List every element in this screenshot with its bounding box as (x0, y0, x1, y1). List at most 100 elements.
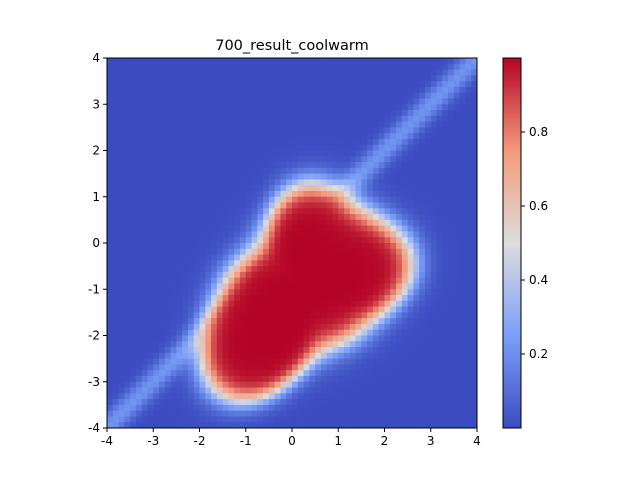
heatmap-cell (361, 410, 368, 417)
heatmap-cell (303, 185, 310, 192)
heatmap-cell (211, 69, 218, 76)
heatmap-cell (332, 81, 339, 88)
heatmap-cell (419, 416, 426, 423)
heatmap-cell (159, 352, 166, 360)
heatmap-cell (442, 173, 449, 180)
heatmap-cell (286, 271, 293, 279)
heatmap-cell (257, 364, 264, 371)
heatmap-cell (263, 404, 270, 412)
heatmap-cell (384, 260, 391, 267)
heatmap-cell (153, 214, 160, 221)
heatmap-cell (176, 63, 183, 71)
heatmap-cell (159, 271, 166, 279)
heatmap-cell (222, 358, 229, 365)
heatmap-cell (107, 219, 114, 227)
heatmap-cell (372, 173, 380, 180)
heatmap-cell (274, 318, 281, 325)
heatmap-cell (401, 260, 409, 267)
heatmap-cell (216, 110, 224, 117)
heatmap-cell (390, 185, 397, 192)
heatmap-cell (442, 196, 449, 204)
heatmap-cell (292, 92, 299, 99)
heatmap-cell (367, 98, 374, 105)
heatmap-cell (332, 179, 339, 186)
heatmap-cell (164, 225, 172, 232)
heatmap-cell (159, 75, 166, 82)
heatmap-cell (309, 323, 316, 331)
heatmap-cell (182, 306, 189, 313)
heatmap-cell (453, 98, 461, 105)
heatmap-cell (430, 75, 438, 82)
heatmap-cell (407, 231, 414, 238)
heatmap-cell (390, 243, 397, 250)
heatmap-cell (124, 277, 131, 284)
heatmap-cell (326, 341, 333, 348)
heatmap-cell (274, 277, 281, 284)
heatmap-cell (419, 364, 426, 371)
heatmap-cell (419, 271, 426, 279)
heatmap-cell (390, 300, 397, 308)
heatmap-cell (234, 306, 241, 313)
heatmap-cell (459, 208, 466, 215)
heatmap-cell (436, 277, 443, 284)
heatmap-cell (309, 231, 316, 238)
heatmap-cell (263, 196, 270, 204)
heatmap-cell (372, 381, 380, 389)
heatmap-cell (315, 271, 322, 279)
heatmap-cell (424, 214, 432, 221)
heatmap-cell (147, 150, 154, 157)
heatmap-cell (170, 329, 177, 336)
heatmap-cell (263, 208, 270, 215)
heatmap-cell (349, 110, 357, 117)
heatmap-cell (159, 329, 166, 336)
heatmap-cell (193, 370, 200, 377)
heatmap-cell (141, 127, 148, 134)
heatmap-cell (274, 208, 281, 215)
heatmap-cell (459, 243, 466, 250)
heatmap-cell (147, 277, 154, 284)
heatmap-cell (390, 115, 397, 123)
heatmap-cell (459, 63, 466, 71)
heatmap-cell (459, 219, 466, 227)
heatmap-cell (228, 352, 235, 360)
heatmap-cell (222, 115, 229, 123)
heatmap-cell (141, 214, 148, 221)
heatmap-cell (118, 370, 125, 377)
heatmap-cell (401, 266, 409, 273)
heatmap-cell (361, 127, 368, 134)
heatmap-cell (361, 352, 368, 360)
heatmap-cell (303, 312, 310, 319)
heatmap-cell (396, 208, 403, 215)
heatmap-cell (130, 422, 137, 429)
heatmap-cell (320, 196, 328, 204)
heatmap-cell (199, 289, 206, 296)
heatmap-cell (153, 352, 160, 360)
heatmap-cell (286, 214, 293, 221)
heatmap-cell (292, 185, 299, 192)
heatmap-cell (176, 381, 183, 389)
heatmap-cell (257, 179, 264, 186)
heatmap-cell (239, 358, 247, 365)
heatmap-cell (286, 231, 293, 238)
heatmap-cell (135, 387, 143, 394)
heatmap-cell (367, 190, 374, 198)
heatmap-cell (251, 179, 258, 186)
heatmap-cell (338, 115, 345, 123)
heatmap-cell (228, 260, 235, 267)
heatmap-cell (141, 219, 148, 227)
heatmap-cell (182, 110, 189, 117)
heatmap-cell (216, 208, 224, 215)
heatmap-cell (251, 243, 258, 250)
heatmap-cell (407, 352, 414, 360)
heatmap-cell (268, 393, 276, 400)
heatmap-cell (407, 110, 414, 117)
heatmap-cell (372, 387, 380, 394)
heatmap-cell (159, 323, 166, 331)
heatmap-cell (118, 190, 125, 198)
heatmap-cell (465, 219, 472, 227)
heatmap-cell (205, 248, 212, 256)
heatmap-cell (442, 81, 449, 88)
heatmap-cell (309, 347, 316, 354)
heatmap-cell (124, 404, 131, 412)
heatmap-cell (309, 138, 316, 146)
